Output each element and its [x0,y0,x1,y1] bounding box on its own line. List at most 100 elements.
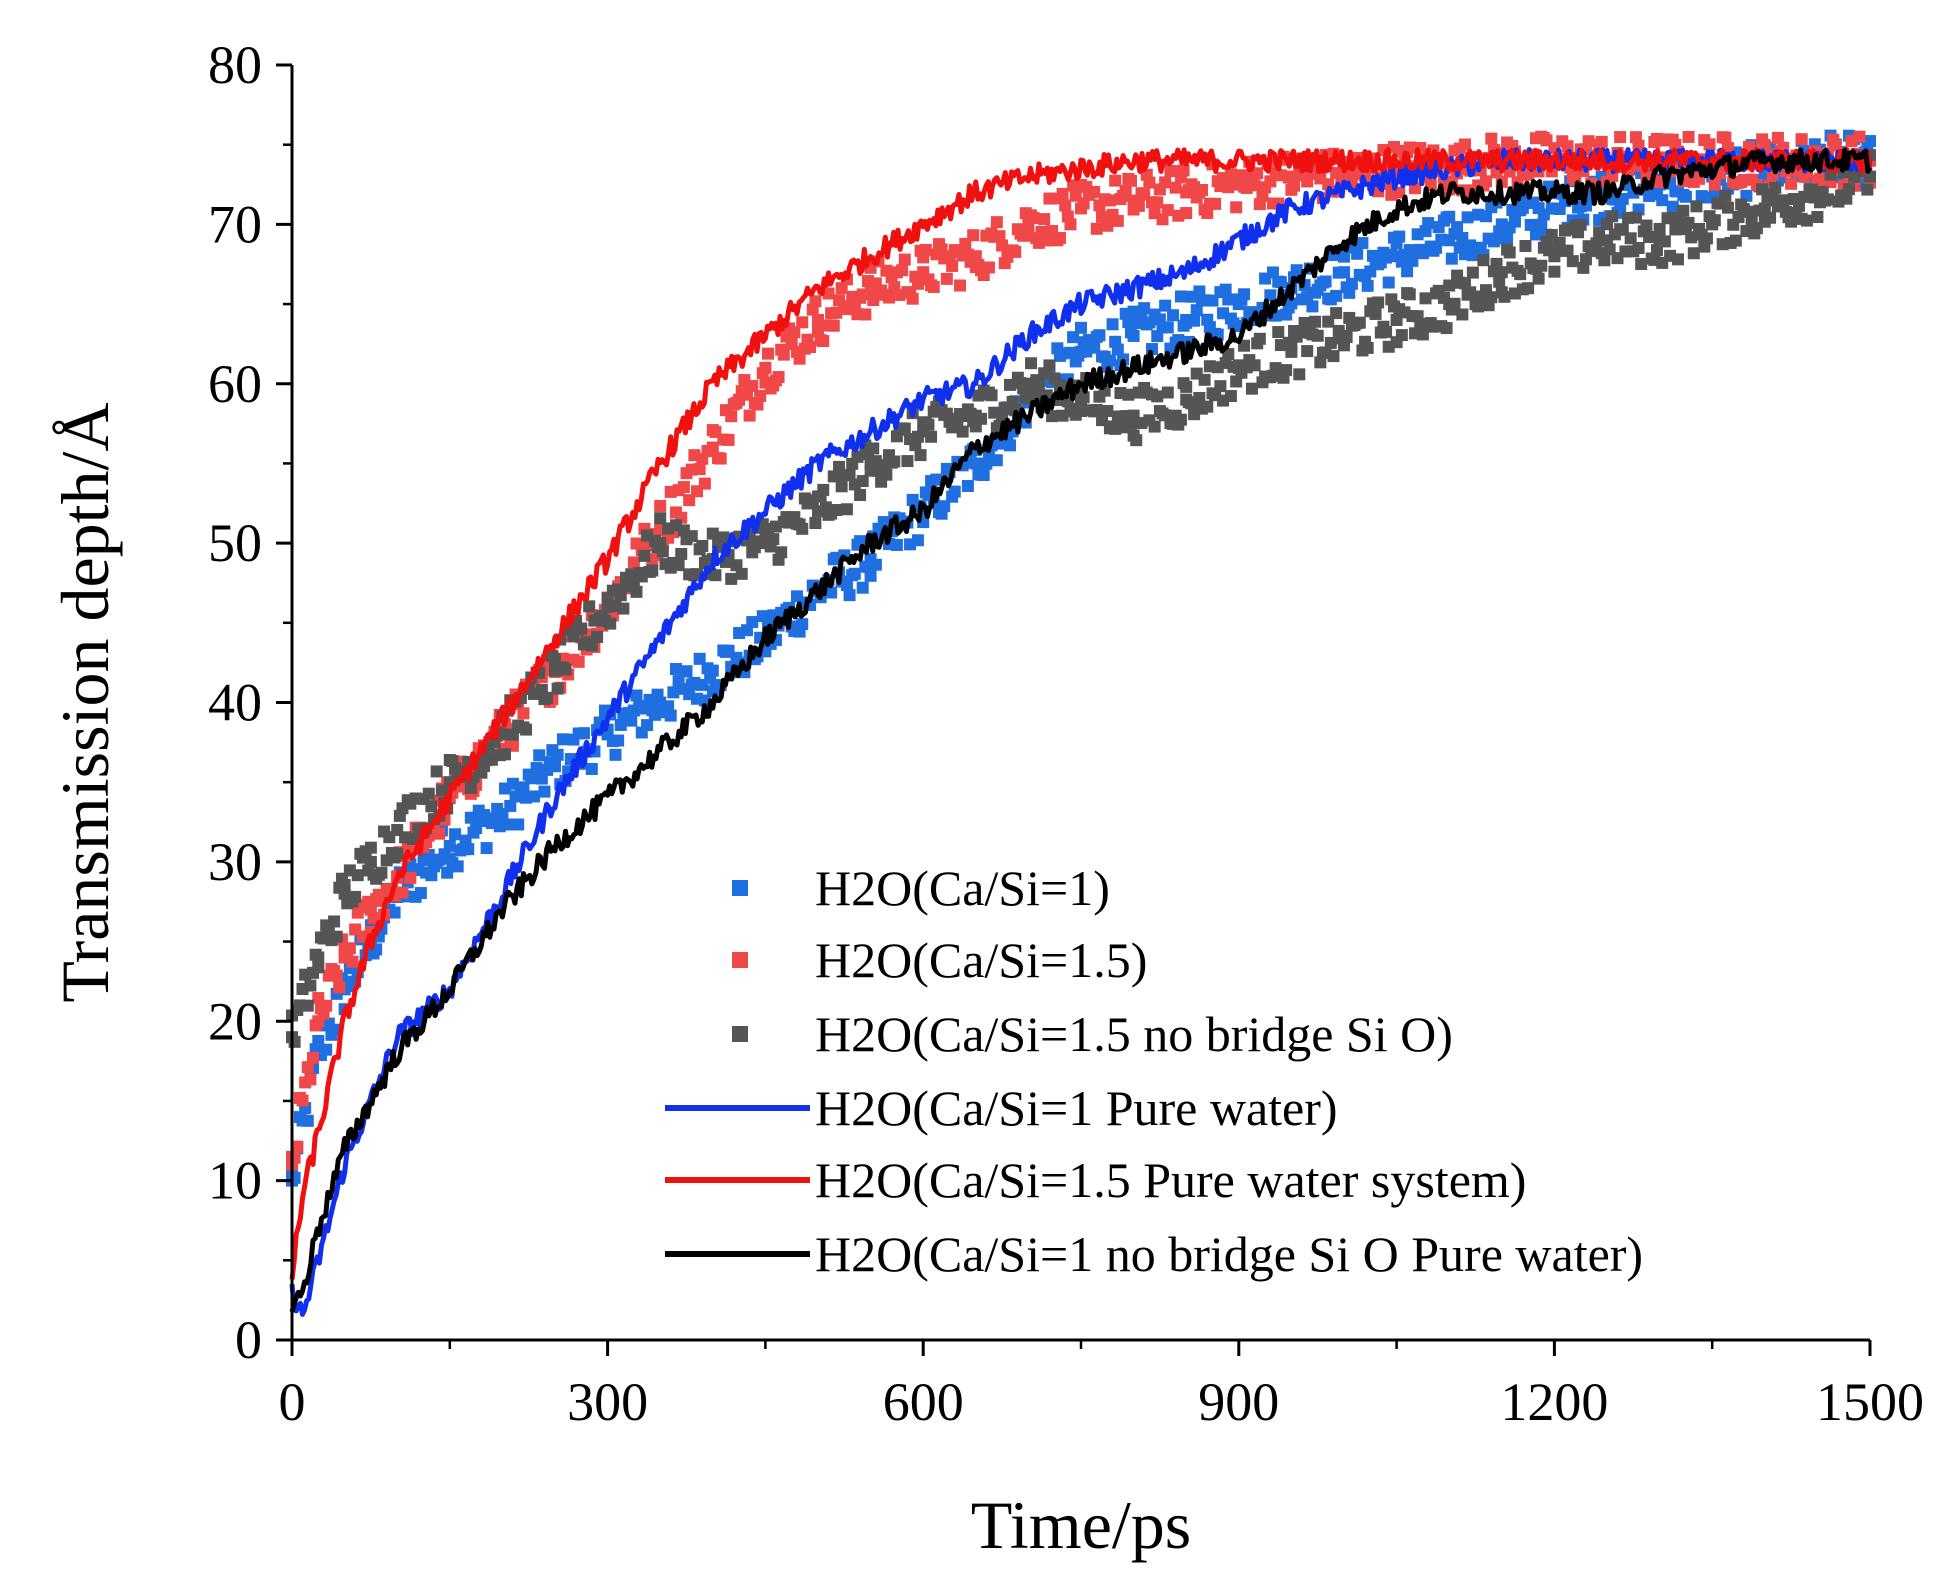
series-3-marker [1090,404,1103,417]
series-3-marker [1800,214,1813,227]
series-2-marker [1771,131,1784,144]
series-1-marker [1508,215,1521,228]
series-2-marker [946,259,959,272]
series-3-marker [1687,247,1700,260]
series-1-marker [864,569,877,582]
y-tick-label: 10 [208,1151,262,1211]
series-3-marker [1574,218,1587,231]
series-1-marker [796,618,809,631]
y-tick-label: 50 [208,513,262,573]
series-2-marker [304,1073,317,1086]
series-3-marker [1272,326,1285,339]
series-3-marker [1729,234,1742,247]
series-3-marker [288,1035,301,1048]
series-2-marker [1595,135,1608,148]
series-1-marker [1003,439,1016,452]
series-3-marker [1548,265,1561,278]
series-3-marker [1245,382,1258,395]
series-3-marker [1148,420,1161,433]
series-1-marker [1393,230,1406,243]
series-2-marker [1814,172,1827,185]
series-1-marker [1188,314,1201,327]
series-1-marker [1864,135,1876,148]
series-1-marker [1306,300,1319,313]
series-1-marker [1524,218,1537,231]
series-3-marker [1490,257,1503,270]
series-2-marker [309,1019,322,1032]
series-3-marker [1464,286,1477,299]
series-1-marker [1103,354,1116,367]
series-2-marker [1124,174,1137,187]
series-3-marker [1498,290,1511,303]
series-3-marker [351,869,364,882]
series-1-marker [1666,200,1679,213]
series-1-marker [938,500,951,513]
series-1-marker [825,586,838,599]
series-3-marker [1248,359,1261,372]
series-2-marker [1064,218,1077,231]
series-3-marker [1466,266,1479,279]
legend-marker [732,1026,748,1042]
series-3-marker [638,549,651,562]
series-2-marker [1180,207,1193,220]
series-1-marker [414,887,427,900]
series-3-marker [1161,386,1174,399]
series-2-marker [1614,131,1627,144]
series-3-marker [1101,404,1114,417]
series-3-marker [696,539,709,552]
series-3 [286,149,1876,1048]
series-1-marker [1219,283,1232,296]
series-2-marker [1151,196,1164,209]
series-1-marker [1167,309,1180,322]
series-3-marker [1309,315,1322,328]
series-2-marker [1056,187,1069,200]
series-3-marker [1532,272,1545,285]
series-1-marker [322,1017,335,1030]
series-3-marker [551,682,564,695]
series-3-marker [1861,183,1874,196]
series-3-marker [338,879,351,892]
series-1-marker [1461,211,1474,224]
legend-label: H2O(Ca/Si=1) [815,860,1110,916]
series-3-marker [854,488,867,501]
series-3-marker [1598,254,1611,267]
series-3-marker [330,930,343,943]
series-2-marker [756,367,769,380]
y-axis-title: Transmission depth/Å [47,402,123,1002]
series-2-marker [725,410,738,423]
series-3-marker [1632,242,1645,255]
series-1-marker [1395,255,1408,268]
series-3-marker [867,442,880,455]
series-3-marker [1122,388,1135,401]
series-3-marker [1485,291,1498,304]
series-3-marker [583,600,596,613]
series-3-marker [301,999,314,1012]
series-3-marker [1448,297,1461,310]
series-3-marker [1561,244,1574,257]
series-3-marker [617,602,630,615]
series-2-marker [333,981,346,994]
series-3-marker [1403,288,1416,301]
series-2-marker [817,335,830,348]
series-2-marker [1177,164,1190,177]
series-3-marker [856,475,869,488]
series-3-marker [1590,237,1603,250]
series-3-marker [796,522,809,535]
x-axis-title: Time/ps [971,1487,1191,1563]
legend-item-4: H2O(Ca/Si=1 Pure water) [665,1080,1338,1136]
series-3-marker [1372,296,1385,309]
series-3-marker-cloud [286,149,1876,1048]
series-3-marker [1690,200,1703,213]
series-2-marker [762,347,775,360]
series-1-marker [1529,228,1542,241]
series-3-marker [1764,211,1777,224]
legend-label: H2O(Ca/Si=1 no bridge Si O Pure water) [815,1226,1643,1282]
series-1-marker [651,688,664,701]
series-3-marker [1214,380,1227,393]
series-3-marker [725,572,738,585]
series-3-marker [685,530,698,543]
series-2-marker [1040,234,1053,247]
series-2-marker [1330,166,1343,179]
series-3-marker [1174,413,1187,426]
series-1-marker [504,799,517,812]
